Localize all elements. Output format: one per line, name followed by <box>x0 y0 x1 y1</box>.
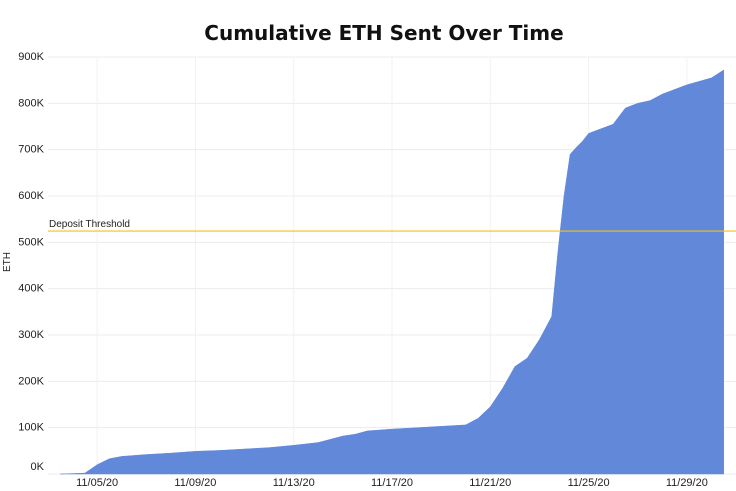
x-axis-ticks: 11/05/20 11/09/20 11/13/20 11/17/20 11/21/20… <box>76 477 708 489</box>
y-tick-label: 300K <box>18 329 44 341</box>
chart-title: Cumulative ETH Sent Over Time <box>204 21 563 45</box>
x-tick-label: 11/13/20 <box>273 477 315 489</box>
x-tick-label: 11/05/20 <box>76 477 118 489</box>
y-tick-label: 900K <box>18 51 44 63</box>
x-tick-label: 11/17/20 <box>371 477 413 489</box>
deposit-threshold-label: Deposit Threshold <box>49 219 130 230</box>
x-tick-label: 11/09/20 <box>174 477 216 489</box>
y-tick-label: 500K <box>18 236 44 248</box>
x-tick-label: 11/25/20 <box>568 477 610 489</box>
y-tick-label: 0K <box>31 461 45 473</box>
y-tick-label: 100K <box>18 422 44 434</box>
y-tick-label: 200K <box>18 375 44 387</box>
y-axis-label: ETH <box>2 252 13 272</box>
threshold: Deposit Threshold <box>48 219 736 232</box>
y-tick-label: 800K <box>18 97 44 109</box>
y-tick-label: 400K <box>18 283 44 295</box>
x-tick-label: 11/29/20 <box>666 477 708 489</box>
cumulative-eth-area <box>60 69 724 475</box>
y-axis-ticks: 0K 100K 200K 300K 400K 500K 600K 700K 800K 900K <box>18 51 44 473</box>
gridlines <box>48 56 736 475</box>
y-tick-label: 600K <box>18 190 44 202</box>
y-tick-label: 700K <box>18 144 44 156</box>
x-tick-label: 11/21/20 <box>469 477 511 489</box>
series-area <box>60 69 724 475</box>
